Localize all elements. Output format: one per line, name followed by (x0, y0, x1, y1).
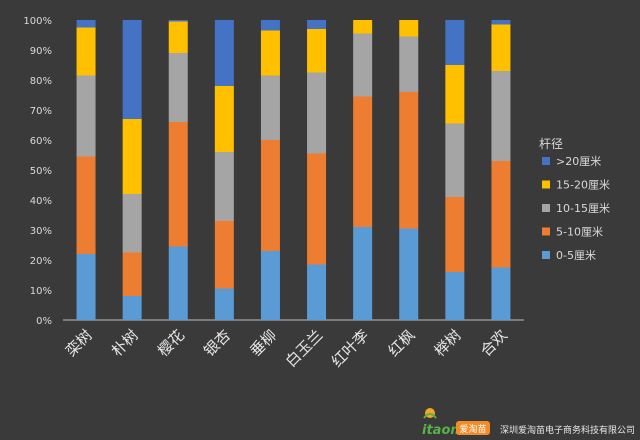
bar-segment (445, 197, 465, 272)
logo-badge (456, 421, 490, 435)
y-tick-label: 70% (30, 106, 52, 117)
legend-swatch (542, 204, 550, 212)
bar-segment (491, 267, 511, 320)
x-tick-label: 垂柳 (246, 326, 280, 360)
bar-segment (214, 86, 234, 152)
bar-segment (168, 246, 188, 320)
y-tick-label: 10% (30, 286, 52, 297)
y-tick-label: 80% (30, 76, 52, 87)
x-tick-label: 榉树 (431, 326, 465, 360)
bar-segment (399, 228, 419, 320)
bar-segment (307, 20, 327, 29)
y-tick-label: 50% (30, 166, 52, 177)
bar-segment (307, 29, 327, 73)
bar-segment (122, 194, 142, 253)
bar-segment (260, 30, 280, 76)
bar-segment (445, 65, 465, 124)
logo-icon (423, 408, 437, 419)
legend-label: 0-5厘米 (556, 249, 596, 262)
bar-segment (122, 20, 142, 119)
x-axis: 栾树 朴树 樱花 银杏 垂柳 白玉兰 红叶李 红枫 榉树 合欢 (62, 326, 511, 371)
y-tick-label: 60% (30, 136, 52, 147)
y-tick-label: 90% (30, 46, 52, 57)
bar-segment (399, 20, 419, 37)
bar-segment (122, 119, 142, 194)
bar-segment (353, 20, 373, 34)
company-name: 深圳爱淘苗电子商务科技有限公司 (500, 424, 635, 436)
y-tick-label: 100% (23, 16, 52, 27)
legend-swatch (542, 227, 550, 236)
x-tick-label: 银杏 (200, 326, 234, 360)
legend-label: 5-10厘米 (556, 226, 603, 239)
x-tick-label: 樱花 (154, 326, 188, 360)
bar-segment (214, 20, 234, 86)
legend-swatch (542, 251, 550, 259)
x-tick-label: 红枫 (385, 326, 419, 360)
x-tick-label: 红叶李 (328, 326, 373, 371)
bar-segment (214, 221, 234, 289)
bar-segment (491, 161, 511, 268)
bar-segment (399, 36, 419, 92)
legend-label: >20厘米 (556, 155, 601, 168)
bar-segment (307, 72, 327, 154)
bar-segment (307, 153, 327, 265)
bar-segment (307, 264, 327, 320)
bar-segment (76, 20, 96, 28)
y-tick-label: 30% (30, 226, 52, 237)
legend-swatch (542, 157, 550, 165)
legend-label: 10-15厘米 (556, 202, 610, 215)
legend: 杆径 >20厘米 15-20厘米 10-15厘米 5-10厘米 0-5厘米 (539, 137, 610, 262)
x-tick-label: 栾树 (62, 326, 96, 360)
y-tick-label: 0% (36, 316, 52, 327)
y-tick-label: 40% (30, 196, 52, 207)
bar-segment (168, 21, 188, 53)
bar-segment (214, 152, 234, 221)
bar-segment (445, 123, 465, 197)
bar-segment (168, 122, 188, 247)
x-tick-label: 合欢 (477, 326, 511, 360)
legend-label: 15-20厘米 (556, 179, 610, 192)
bar-segment (353, 96, 373, 227)
bar-segment (445, 272, 465, 320)
bar-segment (353, 33, 373, 97)
bar-segment (260, 251, 280, 320)
bar-segment (122, 252, 142, 296)
bar-segment (76, 75, 96, 157)
bar-segment (260, 75, 280, 140)
bar-segment (260, 20, 280, 31)
bar-segment (76, 27, 96, 76)
y-tick-label: 20% (30, 256, 52, 267)
bar-segment (168, 53, 188, 122)
bar-segment (399, 92, 419, 229)
bar-segment (491, 71, 511, 161)
bar-segment (491, 24, 511, 71)
bar-segment (76, 254, 96, 320)
legend-swatch (542, 180, 550, 189)
bar-segment (445, 20, 465, 65)
watermark: itaomiao 爱淘苗 深圳爱淘苗电子商务科技有限公司 (422, 408, 635, 438)
logo-badge-text: 爱淘苗 (459, 423, 486, 435)
bar-segment (122, 296, 142, 320)
bar-segment (76, 156, 96, 254)
x-tick-label: 白玉兰 (282, 326, 327, 371)
bar-segment (353, 227, 373, 320)
bar-segment (168, 20, 188, 22)
bars (76, 20, 511, 320)
x-tick-label: 朴树 (108, 326, 142, 360)
bar-segment (491, 20, 511, 25)
bar-segment (214, 288, 234, 320)
bar-segment (260, 140, 280, 251)
legend-title: 杆径 (539, 137, 563, 151)
